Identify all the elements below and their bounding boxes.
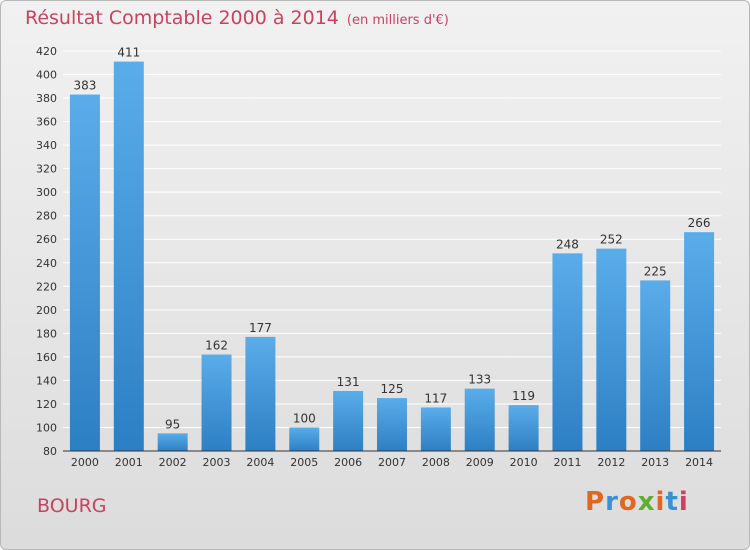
data-label: 133 [468,373,491,387]
bar-2007 [377,398,407,451]
y-tick-label: 180 [36,327,57,340]
y-tick-label: 260 [36,233,57,246]
bar-2001 [113,61,144,452]
bar-2009 [464,388,495,451]
data-label: 252 [600,233,623,247]
data-label: 248 [556,237,579,251]
bar-2003 [201,354,232,451]
chart-title-text: Résultat Comptable 2000 à 2014 [25,7,339,29]
chart-subtitle: (en milliers d'€) [346,13,449,28]
x-tick-label: 2008 [422,456,450,469]
bar-2011 [552,253,583,451]
bar-2008 [420,407,451,451]
logo-letter: P [585,487,606,517]
logo-letter: r [605,487,619,517]
bar-2014 [684,232,715,451]
y-tick-label: 420 [36,45,57,58]
bar-2002 [157,433,188,451]
logo-letter: t [665,487,679,517]
bar-2013 [640,280,671,451]
x-axis-ticks: 2000 2001 2002 2003 2004 2005 2006 2007 2008 2009… [71,456,713,469]
y-tick-label: 80 [43,445,57,458]
x-tick-label: 2007 [378,456,406,469]
bar-2012 [596,248,627,451]
y-tick-label: 100 [36,421,57,434]
place-name: BOURG [37,495,107,517]
x-tick-label: 2013 [641,456,669,469]
data-label: 95 [165,417,180,431]
y-tick-label: 140 [36,374,57,387]
proxiti-logo: Proxiti [585,487,689,517]
y-tick-label: 340 [36,139,57,152]
data-label: 131 [337,375,360,389]
y-tick-label: 160 [36,351,57,364]
data-label: 100 [293,411,316,425]
data-label: 266 [688,216,711,230]
bar-2000 [69,94,100,451]
logo-letter: x [637,487,656,517]
y-tick-label: 220 [36,280,57,293]
logo-letter: i [655,487,666,517]
bars: 383 411 95 162 177 100 131 125 117 133 119 248 252 22… [69,46,715,452]
y-tick-label: 360 [36,116,57,129]
y-tick-label: 120 [36,398,57,411]
x-tick-label: 2012 [597,456,625,469]
bar-2010 [508,405,539,451]
x-tick-label: 2009 [466,456,494,469]
y-tick-label: 300 [36,186,57,199]
data-label: 411 [117,46,140,60]
x-tick-label: 2005 [290,456,318,469]
y-tick-label: 320 [36,163,57,176]
x-tick-label: 2004 [246,456,274,469]
x-tick-label: 2000 [71,456,99,469]
data-label: 117 [424,391,447,405]
x-tick-label: 2010 [510,456,538,469]
data-label: 119 [512,389,535,403]
x-tick-label: 2002 [159,456,187,469]
logo-letter: o [618,487,638,517]
y-tick-label: 280 [36,210,57,223]
logo-letter: i [678,487,689,517]
x-tick-label: 2006 [334,456,362,469]
y-tick-label: 240 [36,257,57,270]
bar-2004 [245,336,276,451]
bar-2005 [289,427,320,451]
data-label: 383 [73,79,96,93]
y-tick-label: 400 [36,69,57,82]
data-label: 177 [249,321,272,335]
data-label: 225 [644,264,667,278]
x-tick-label: 2011 [553,456,581,469]
data-label: 125 [381,382,404,396]
y-tick-label: 200 [36,304,57,317]
y-axis-ticks: 80 100 120 140 160 180 200 220 240 260 280 300 320 34… [36,45,57,458]
bar-2006 [333,391,364,451]
x-tick-label: 2014 [685,456,713,469]
data-label: 162 [205,339,228,353]
x-tick-label: 2003 [203,456,231,469]
y-tick-label: 380 [36,92,57,105]
x-tick-label: 2001 [115,456,143,469]
chart-title: Résultat Comptable 2000 à 2014 (en millie… [25,7,449,29]
